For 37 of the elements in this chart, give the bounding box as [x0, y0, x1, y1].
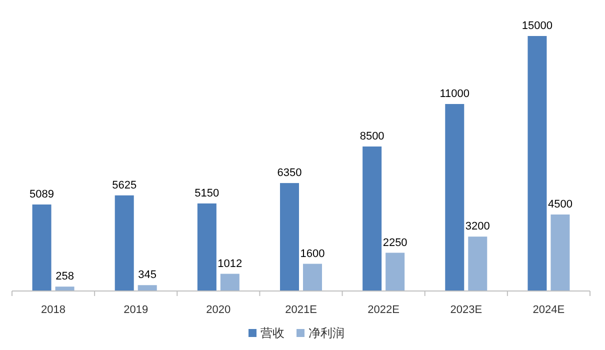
bar [362, 146, 382, 291]
x-tick-label: 2021E [285, 304, 317, 316]
data-label: 3200 [465, 220, 490, 233]
data-label: 5150 [194, 187, 220, 200]
x-tick-label: 2019 [124, 304, 148, 316]
legend-label: 营收 [260, 326, 284, 340]
bar [32, 204, 52, 291]
data-label: 1600 [300, 248, 325, 260]
bar [445, 104, 464, 291]
bar [220, 274, 240, 291]
data-label: 8500 [360, 130, 384, 142]
data-label: 5089 [30, 188, 54, 200]
legend-label: 净利润 [308, 326, 344, 340]
data-label: 345 [138, 269, 157, 282]
x-tick-label: 2023E [450, 304, 482, 316]
bar [550, 214, 570, 291]
bar [468, 236, 488, 291]
data-label: 4500 [548, 198, 572, 210]
bar [55, 286, 74, 291]
data-label: 15000 [522, 20, 553, 32]
bar [528, 36, 547, 291]
bar [303, 264, 322, 291]
x-tick-label: 2022E [368, 304, 400, 316]
bar [138, 285, 157, 291]
data-label: 6350 [277, 167, 302, 180]
data-label: 2250 [382, 236, 408, 249]
x-tick-label: 2018 [41, 304, 66, 316]
data-label: 5625 [112, 179, 137, 192]
bar [386, 252, 405, 291]
bar [197, 203, 216, 291]
x-tick-label: 2024E [532, 304, 565, 316]
x-tick-label: 2020 [206, 304, 231, 316]
bar [280, 183, 299, 291]
bar [114, 195, 134, 291]
data-label: 258 [56, 270, 74, 283]
data-label: 1012 [218, 258, 242, 270]
data-label: 11000 [440, 88, 470, 100]
